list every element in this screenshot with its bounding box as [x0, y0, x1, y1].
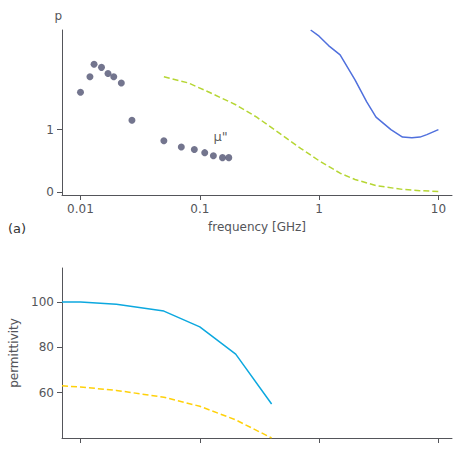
svg-text:1: 1 — [46, 123, 54, 137]
svg-text:0: 0 — [46, 185, 54, 199]
svg-text:permittivity: permittivity — [7, 318, 21, 388]
svg-text:μ": μ" — [213, 129, 227, 144]
svg-text:1: 1 — [315, 202, 323, 216]
svg-text:100: 100 — [31, 295, 54, 309]
svg-text:10: 10 — [431, 202, 446, 216]
svg-text:80: 80 — [39, 340, 54, 354]
svg-text:0.01: 0.01 — [67, 202, 94, 216]
svg-text:frequency [GHz]: frequency [GHz] — [208, 220, 306, 234]
svg-text:0.1: 0.1 — [190, 202, 209, 216]
svg-text:p: p — [54, 9, 62, 23]
svg-text:(a): (a) — [8, 221, 26, 236]
svg-text:60: 60 — [39, 386, 54, 400]
